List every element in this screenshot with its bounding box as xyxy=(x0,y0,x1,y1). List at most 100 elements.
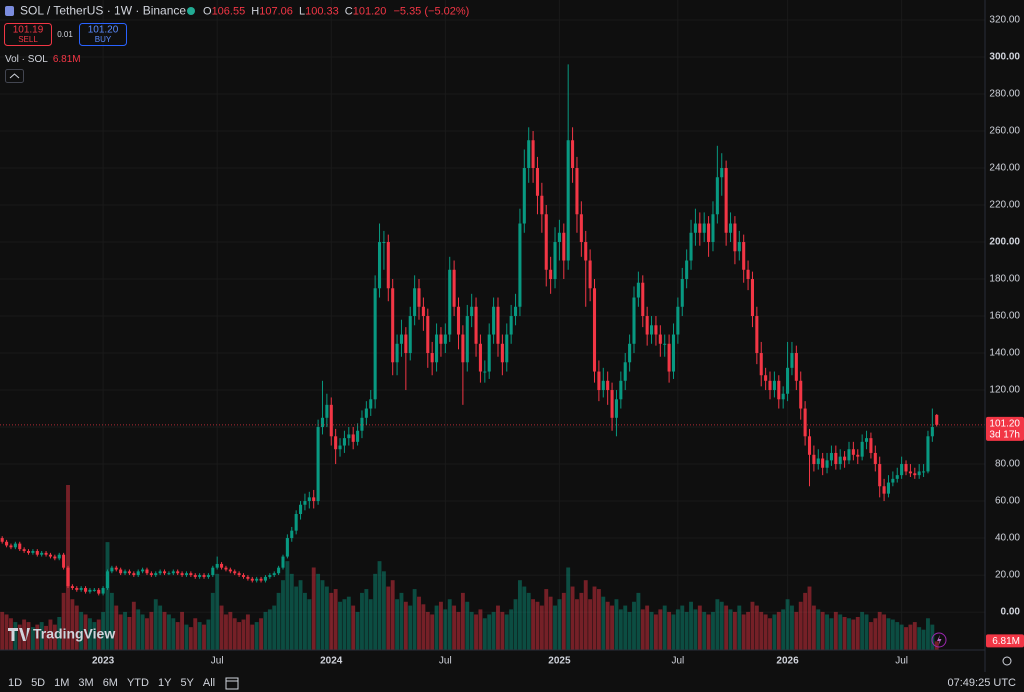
candle-body xyxy=(531,140,535,169)
range-toolbar: 1D 5D 1M 3M 6M YTD 1Y 5Y All xyxy=(8,674,224,692)
candle-body xyxy=(728,223,733,233)
candle-body xyxy=(509,316,513,335)
sell-box[interactable] xyxy=(4,23,52,46)
x-tick-label: 2026 xyxy=(776,656,799,667)
settings-icon[interactable] xyxy=(1002,656,1012,666)
candle-body xyxy=(904,464,908,472)
candle-body xyxy=(198,575,202,577)
range-button[interactable]: 5Y xyxy=(180,677,194,689)
candle-body xyxy=(101,588,105,594)
candle-body xyxy=(320,417,325,428)
volume-bar xyxy=(851,619,856,650)
candle-body xyxy=(281,556,285,568)
volume-bar xyxy=(311,567,316,650)
candle-body xyxy=(206,575,210,577)
candle-body xyxy=(685,260,689,280)
volume-bar xyxy=(926,618,930,650)
volume-bar xyxy=(653,614,658,650)
volume-bar xyxy=(640,609,645,650)
candle-body xyxy=(26,551,31,553)
volume-bar xyxy=(267,609,272,650)
candle-body xyxy=(755,316,759,354)
volume-bar xyxy=(811,605,816,650)
volume-bar xyxy=(48,619,53,650)
range-button[interactable]: 5D xyxy=(31,677,46,689)
collapse-icon[interactable] xyxy=(9,73,20,79)
date-picker-icon[interactable] xyxy=(224,675,240,691)
candle-body xyxy=(768,380,772,391)
candle-body xyxy=(492,306,496,335)
volume-bar xyxy=(188,627,193,650)
candle-body xyxy=(325,404,329,418)
candle-body xyxy=(895,475,899,479)
volume-bar xyxy=(794,611,799,650)
volume-title: Vol · SOL xyxy=(5,54,48,65)
alert-bolt[interactable] xyxy=(937,635,942,645)
volume-bar xyxy=(728,609,733,650)
volume-bar xyxy=(465,601,470,650)
low-label: L xyxy=(299,5,305,17)
buy-label[interactable]: BUY xyxy=(95,35,112,44)
range-button[interactable]: 1D xyxy=(8,677,23,689)
candle-body xyxy=(0,538,4,542)
candle-body xyxy=(171,571,175,574)
candle-body xyxy=(193,575,197,577)
volume-bar xyxy=(904,627,908,650)
volume-bar xyxy=(539,605,544,650)
volume-bar xyxy=(425,611,430,650)
chart: 0.0020.0040.0060.0080.00100.00120.00140.… xyxy=(0,0,1024,672)
candle-body xyxy=(439,334,443,344)
symbol-title: SOL / TetherUS · 1W · Binance xyxy=(20,4,186,18)
candle-body xyxy=(891,478,895,483)
candle-body xyxy=(35,551,39,555)
candle-body xyxy=(816,458,820,465)
grid xyxy=(0,0,985,650)
volume-bar xyxy=(768,618,772,650)
candle-body xyxy=(544,214,548,270)
volume-bar xyxy=(118,614,123,650)
symbol-icon xyxy=(5,6,14,16)
x-tick-label: Jul xyxy=(671,656,684,667)
volume-bar xyxy=(145,618,149,650)
buy-button[interactable]: 101.20 BUY xyxy=(79,23,127,46)
sell-button[interactable]: 101.19 SELL xyxy=(4,23,52,46)
volume-bar xyxy=(79,611,84,650)
range-button[interactable]: 3M xyxy=(78,677,94,689)
buy-box[interactable] xyxy=(79,23,127,46)
candle-body xyxy=(527,140,531,169)
candle-body xyxy=(259,578,263,581)
y-tick-label: 0.00 xyxy=(1001,607,1021,618)
candle-body xyxy=(329,404,333,437)
volume-bar xyxy=(596,589,601,650)
candle-body xyxy=(667,343,671,372)
alert-icon[interactable] xyxy=(931,632,947,648)
candle-body xyxy=(149,573,153,576)
candles xyxy=(0,64,985,596)
candle-body xyxy=(413,288,417,317)
candle-body xyxy=(5,541,9,546)
range-button[interactable]: 6M xyxy=(102,677,118,689)
sell-label[interactable]: SELL xyxy=(18,35,38,44)
volume-bar xyxy=(206,619,211,650)
volume-bar xyxy=(44,625,49,650)
candle-body xyxy=(377,242,382,289)
candle-body xyxy=(737,242,741,252)
volume-bar xyxy=(70,599,75,650)
volume-bar xyxy=(610,605,614,650)
buy-price[interactable]: 101.20 xyxy=(88,25,119,36)
y-tick-label: 280.00 xyxy=(989,89,1020,100)
sell-price[interactable]: 101.19 xyxy=(13,25,44,36)
candle-body xyxy=(513,306,518,317)
candle-body xyxy=(882,486,886,494)
y-tick-label: 120.00 xyxy=(989,385,1020,396)
range-button[interactable]: 1Y xyxy=(157,677,172,689)
volume-bar xyxy=(522,586,527,650)
collapse-button[interactable] xyxy=(5,69,24,83)
volume-bar xyxy=(754,605,759,650)
volume-bar xyxy=(895,622,900,650)
candle-body xyxy=(48,554,52,557)
volume-bar xyxy=(833,611,838,650)
range-button[interactable]: YTD xyxy=(126,677,149,689)
range-button[interactable]: All xyxy=(202,677,216,689)
range-button[interactable]: 1M xyxy=(54,677,70,689)
